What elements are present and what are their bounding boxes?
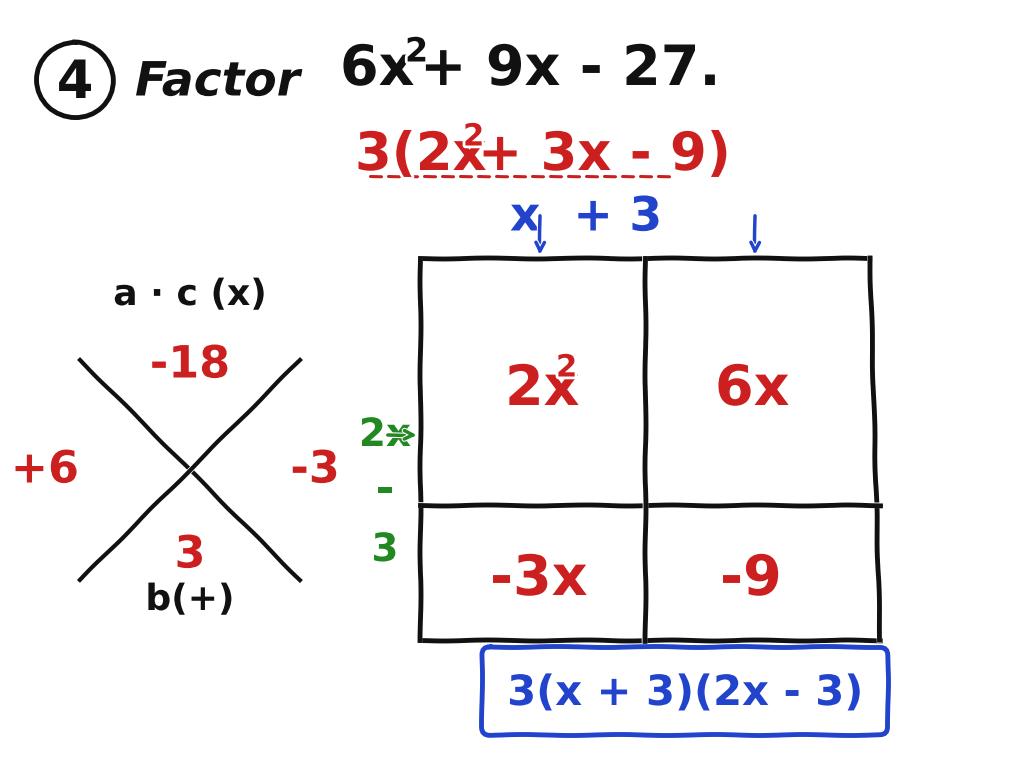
Text: a · c (x): a · c (x) xyxy=(114,278,266,312)
Text: 3(x + 3)(2x - 3): 3(x + 3)(2x - 3) xyxy=(507,672,863,714)
Text: 2x: 2x xyxy=(358,416,411,454)
FancyBboxPatch shape xyxy=(482,647,888,735)
Text: -3x: -3x xyxy=(490,553,588,607)
Text: 3: 3 xyxy=(372,531,398,569)
Text: 2x: 2x xyxy=(505,363,580,417)
Text: 2: 2 xyxy=(406,35,428,68)
Text: -: - xyxy=(376,468,394,511)
Text: + 9x - 27.: + 9x - 27. xyxy=(420,43,720,97)
Text: 2: 2 xyxy=(556,353,578,382)
Text: 4: 4 xyxy=(56,57,93,109)
Text: Factor: Factor xyxy=(135,61,300,105)
Text: x  + 3: x + 3 xyxy=(510,196,663,240)
Text: -18: -18 xyxy=(150,343,230,386)
Text: -9: -9 xyxy=(720,553,781,607)
Text: 3: 3 xyxy=(174,534,206,577)
Text: + 3x - 9): + 3x - 9) xyxy=(478,129,731,181)
Text: 6x: 6x xyxy=(715,363,790,417)
Text: 3(2x: 3(2x xyxy=(355,129,486,181)
Text: -3: -3 xyxy=(291,449,340,492)
Text: b(+): b(+) xyxy=(145,583,234,617)
Text: +6: +6 xyxy=(11,449,79,492)
Text: 6x: 6x xyxy=(340,43,415,97)
Text: 2: 2 xyxy=(463,123,484,151)
